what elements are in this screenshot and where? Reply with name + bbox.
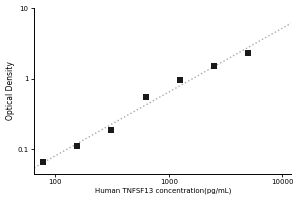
Point xyxy=(212,65,216,68)
Point xyxy=(246,51,250,55)
Point xyxy=(177,79,182,82)
Point xyxy=(109,129,114,132)
Point xyxy=(41,161,46,164)
Point xyxy=(75,145,80,148)
Y-axis label: Optical Density: Optical Density xyxy=(6,61,15,120)
X-axis label: Human TNFSF13 concentration(pg/mL): Human TNFSF13 concentration(pg/mL) xyxy=(94,188,231,194)
Point xyxy=(143,95,148,99)
